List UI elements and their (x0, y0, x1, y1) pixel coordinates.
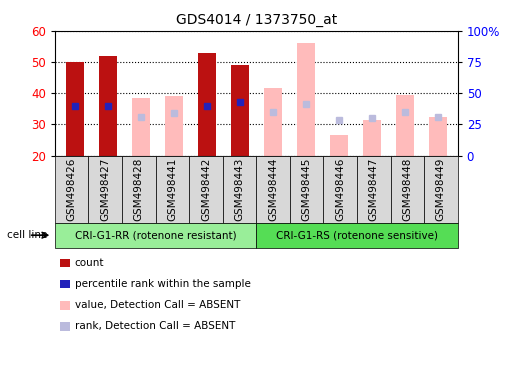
Title: GDS4014 / 1373750_at: GDS4014 / 1373750_at (176, 13, 337, 27)
Text: GSM498447: GSM498447 (369, 157, 379, 221)
Text: GSM498427: GSM498427 (100, 157, 110, 221)
Text: GSM498443: GSM498443 (234, 157, 244, 221)
Bar (66, 62, 84, 156)
Text: CRI-G1-RR (rotenone resistant): CRI-G1-RR (rotenone resistant) (75, 230, 236, 240)
Text: GSM498428: GSM498428 (134, 157, 144, 221)
Text: percentile rank within the sample: percentile rank within the sample (75, 279, 251, 289)
Text: value, Detection Call = ABSENT: value, Detection Call = ABSENT (75, 300, 240, 310)
Text: CRI-G1-RS (rotenone sensitive): CRI-G1-RS (rotenone sensitive) (276, 230, 438, 240)
Bar (231, 65, 249, 156)
Text: rank, Detection Call = ABSENT: rank, Detection Call = ABSENT (75, 321, 235, 331)
Bar (429, 116, 447, 156)
Text: GSM498426: GSM498426 (67, 157, 77, 221)
Text: GSM498446: GSM498446 (335, 157, 345, 221)
Bar (297, 43, 315, 156)
Text: count: count (75, 258, 104, 268)
Bar (396, 95, 414, 156)
Bar (264, 88, 282, 156)
Bar (132, 98, 150, 156)
Text: GSM498444: GSM498444 (268, 157, 278, 221)
Text: cell line: cell line (7, 230, 47, 240)
Bar (363, 120, 381, 156)
Bar (198, 53, 216, 156)
Bar (165, 96, 183, 156)
Bar (329, 135, 348, 156)
Text: GSM498448: GSM498448 (402, 157, 412, 221)
Text: GSM498445: GSM498445 (302, 157, 312, 221)
Text: GSM498442: GSM498442 (201, 157, 211, 221)
Text: GSM498441: GSM498441 (167, 157, 177, 221)
Bar (99, 56, 117, 156)
Text: GSM498449: GSM498449 (436, 157, 446, 221)
